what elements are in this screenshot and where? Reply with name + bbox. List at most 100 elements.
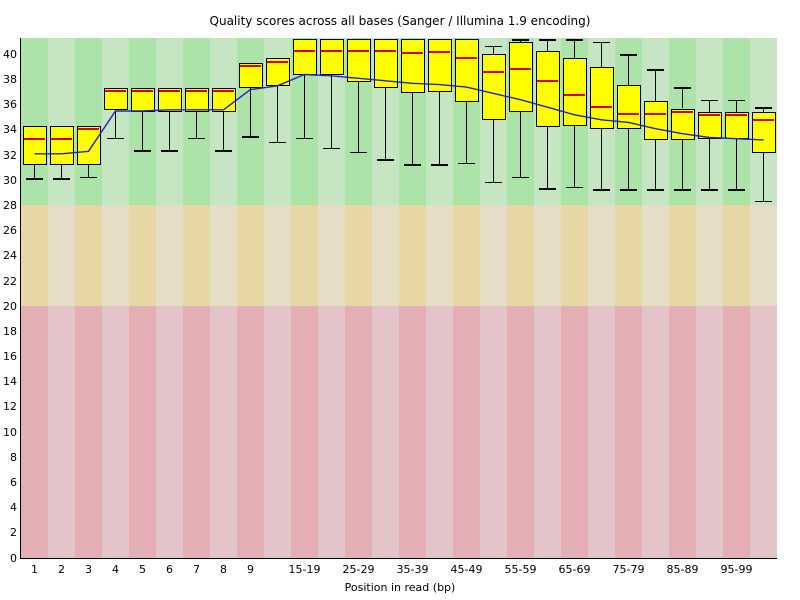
x-tick-label: 55-59	[504, 563, 537, 576]
lower-whisker	[627, 128, 630, 191]
y-tick-label: 20	[3, 299, 17, 313]
column-stripe	[696, 38, 723, 558]
upper-whisker-cap	[701, 99, 718, 102]
x-tick-label: 3	[85, 563, 92, 576]
median-line	[753, 118, 774, 121]
upper-whisker-cap	[620, 54, 637, 56]
median-line	[105, 89, 126, 92]
background-band-medium	[696, 205, 723, 307]
lower-whisker	[762, 152, 765, 202]
lower-whisker-cap	[404, 164, 421, 166]
x-tick-label: 35-39	[396, 563, 429, 576]
quality-box	[211, 88, 236, 113]
quality-box	[22, 126, 47, 166]
lower-whisker	[438, 92, 441, 166]
y-tick-label: 28	[3, 198, 17, 212]
upper-whisker-cap	[512, 39, 529, 41]
column-stripe	[75, 38, 102, 558]
lower-whisker-cap	[512, 176, 529, 179]
quality-box	[535, 50, 560, 128]
median-line	[456, 57, 477, 60]
y-tick-label: 6	[10, 475, 17, 489]
median-line	[645, 112, 666, 115]
lower-whisker	[519, 112, 522, 178]
lower-whisker-cap	[107, 137, 124, 140]
background-band-medium	[183, 205, 210, 307]
background-band-medium	[507, 205, 534, 307]
lower-whisker	[195, 112, 198, 139]
lower-whisker-cap	[134, 150, 151, 152]
lower-whisker-cap	[377, 159, 394, 161]
background-band-poor	[102, 306, 129, 558]
median-line	[132, 89, 153, 92]
median-line	[375, 49, 396, 52]
x-tick-label: 9	[247, 563, 254, 576]
plot-area	[20, 38, 777, 559]
background-band-medium	[750, 205, 777, 307]
median-line	[24, 137, 45, 140]
quality-box	[103, 88, 128, 110]
median-line	[564, 93, 585, 96]
lower-whisker	[87, 165, 90, 178]
upper-whisker	[492, 45, 495, 55]
background-band-medium	[129, 205, 156, 307]
x-tick-label: 95-99	[720, 563, 753, 576]
quality-box	[130, 88, 155, 113]
quality-box	[319, 39, 344, 75]
lower-whisker-cap	[566, 186, 583, 189]
background-band-poor	[372, 306, 399, 558]
background-band-poor	[75, 306, 102, 558]
lower-whisker	[249, 88, 252, 138]
background-band-poor	[696, 306, 723, 558]
upper-whisker-cap	[728, 99, 745, 102]
median-line	[267, 60, 288, 63]
median-line	[429, 50, 450, 53]
lower-whisker-cap	[242, 136, 259, 138]
lower-whisker	[276, 85, 279, 143]
background-band-medium	[102, 205, 129, 307]
column-stripe	[156, 38, 183, 558]
background-band-poor	[480, 306, 507, 558]
background-band-poor	[399, 306, 426, 558]
y-tick-label: 14	[3, 375, 17, 389]
column-stripe	[21, 38, 48, 558]
x-tick-label: 4	[112, 563, 119, 576]
y-tick-label: 40	[3, 47, 17, 61]
background-band-medium	[615, 205, 642, 307]
y-tick-label: 38	[3, 73, 17, 87]
y-tick-label: 34	[3, 123, 17, 137]
background-band-medium	[453, 205, 480, 307]
upper-whisker	[627, 54, 630, 85]
background-band-poor	[291, 306, 318, 558]
x-tick-label: 85-89	[666, 563, 699, 576]
y-tick-label: 16	[3, 350, 17, 364]
y-tick-label: 18	[3, 324, 17, 338]
column-stripe	[210, 38, 237, 558]
y-tick-label: 24	[3, 249, 17, 263]
x-tick-label: 75-79	[612, 563, 645, 576]
upper-whisker-cap	[539, 39, 556, 41]
lower-whisker	[330, 74, 333, 149]
background-band-poor	[345, 306, 372, 558]
lower-whisker	[114, 109, 117, 139]
x-tick-label: 1	[31, 563, 38, 576]
lower-whisker	[60, 165, 63, 179]
background-band-medium	[399, 205, 426, 307]
background-band-poor	[642, 306, 669, 558]
median-line	[78, 127, 99, 130]
quality-box	[238, 63, 263, 89]
lower-whisker	[168, 112, 171, 152]
x-tick-label: 6	[166, 563, 173, 576]
background-band-medium	[345, 205, 372, 307]
upper-whisker	[762, 107, 765, 113]
background-band-poor	[129, 306, 156, 558]
lower-whisker-cap	[593, 189, 610, 191]
x-tick-label: 2	[58, 563, 65, 576]
lower-whisker-cap	[53, 178, 70, 180]
background-band-medium	[588, 205, 615, 307]
upper-whisker	[681, 87, 684, 109]
background-band-medium	[642, 205, 669, 307]
background-band-poor	[588, 306, 615, 558]
background-band-medium	[156, 205, 183, 307]
